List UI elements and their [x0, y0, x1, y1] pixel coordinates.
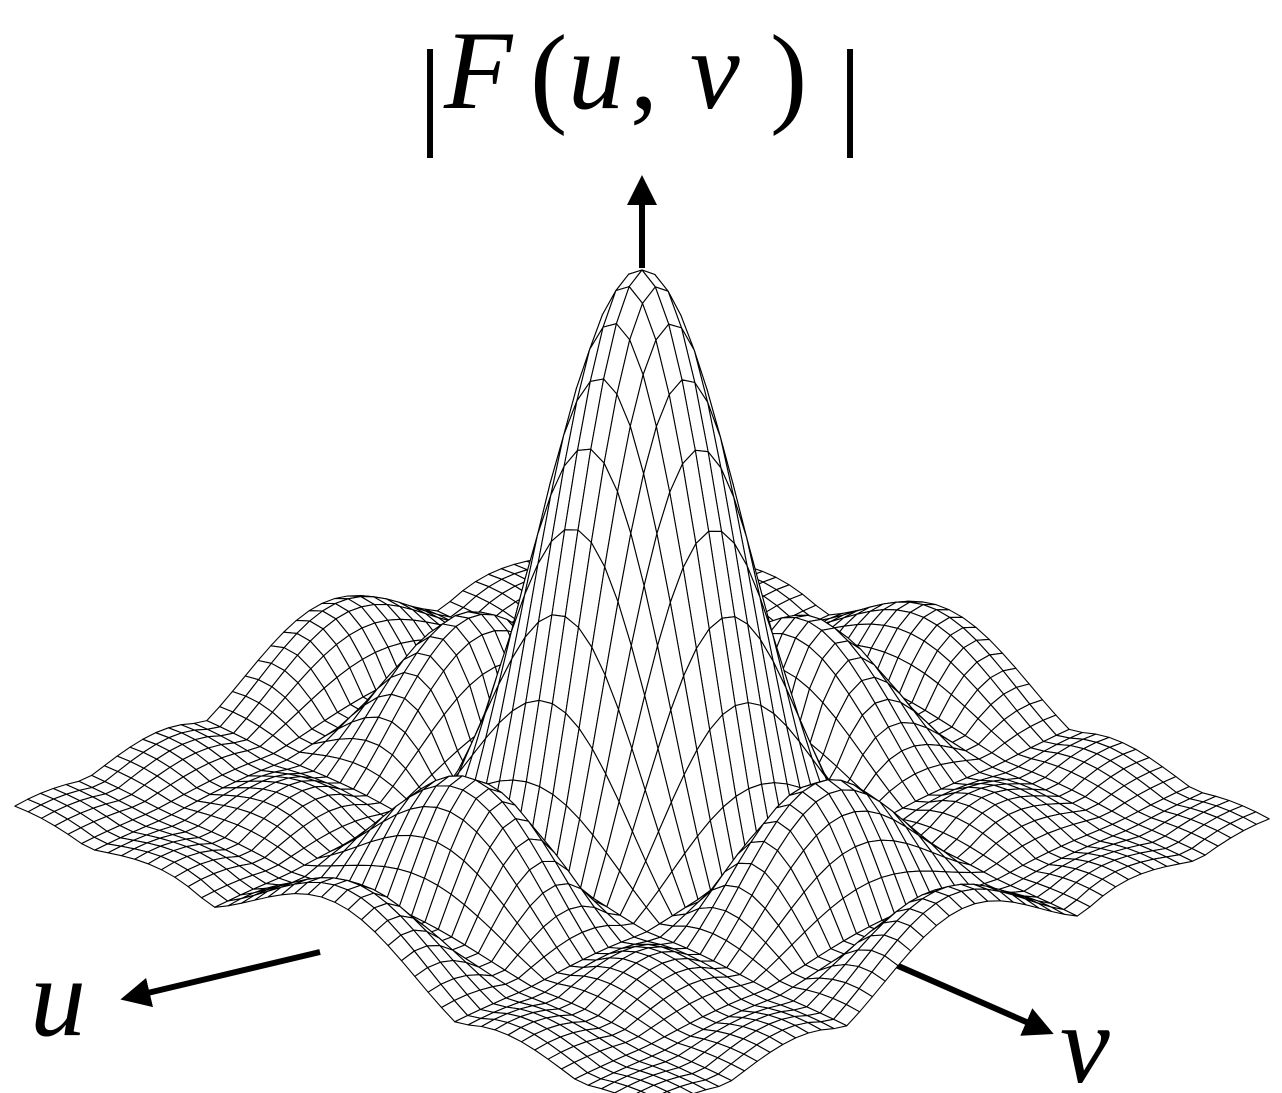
label-v: v	[690, 9, 740, 133]
mesh-cell	[679, 1082, 707, 1093]
magnitude-axis-label: | F ( u , v ) |	[418, 9, 862, 158]
label-bar-left: |	[418, 25, 442, 158]
mesh-cell	[666, 1086, 694, 1093]
label-comma: ,	[630, 9, 658, 133]
label-func-f: F	[443, 9, 514, 133]
u-axis-arrow	[120, 949, 321, 1008]
label-bar-right: |	[838, 25, 862, 158]
mesh-cell	[614, 1085, 642, 1093]
label-paren-close: )	[770, 13, 807, 137]
label-paren-open: (	[530, 13, 567, 137]
label-u: u	[568, 9, 624, 133]
v-axis-label: v	[1060, 983, 1110, 1093]
u-axis-label: u	[30, 936, 86, 1060]
mesh-cell	[640, 1084, 668, 1093]
wireframe-surface	[14, 269, 1270, 1093]
axes-under-surface	[120, 949, 1054, 1036]
v-axis-arrow	[878, 955, 1054, 1036]
